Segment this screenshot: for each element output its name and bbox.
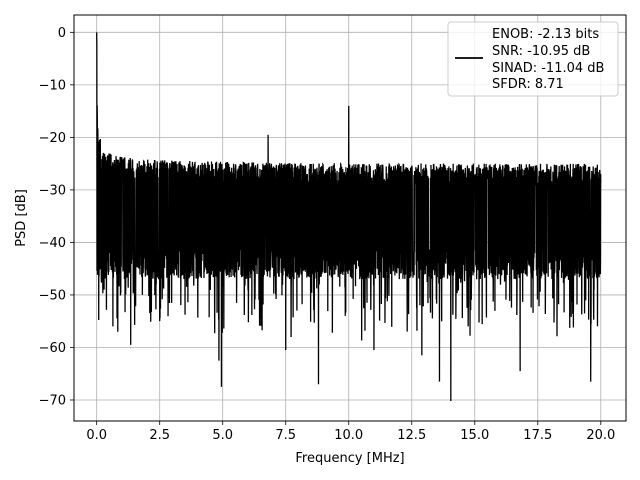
legend-sfdr: SFDR: 8.71 — [492, 77, 564, 92]
x-tick-label: 5.0 — [212, 428, 233, 443]
y-tick-label: −40 — [39, 236, 66, 251]
x-tick-label: 10.0 — [334, 428, 363, 443]
plot-frame — [73, 14, 627, 422]
x-axis-ticks: 0.0 2.5 5.0 7.5 10.0 12.5 15.0 17.5 20.0 — [86, 421, 615, 443]
y-axis-ticks: 0 −10 −20 −30 −40 −50 −60 −70 — [39, 26, 74, 408]
x-tick-label: 12.5 — [397, 428, 426, 443]
x-axis-label: Frequency [MHz] — [295, 451, 404, 466]
x-tick-label: 17.5 — [523, 428, 552, 443]
legend: ENOB: -2.13 bits SNR: -10.95 dB SINAD: -… — [447, 21, 619, 97]
x-tick-label: 7.5 — [275, 428, 296, 443]
x-tick-label: 15.0 — [460, 428, 489, 443]
y-tick-label: −60 — [39, 341, 66, 356]
y-tick-label: −50 — [39, 288, 66, 303]
legend-snr: SNR: -10.95 dB — [492, 44, 590, 59]
y-tick-label: 0 — [58, 26, 66, 41]
psd-series-line — [96, 32, 602, 402]
x-tick-label: 2.5 — [149, 428, 170, 443]
x-tick-label: 0.0 — [86, 428, 107, 443]
y-tick-label: −20 — [39, 131, 66, 146]
y-axis-label: PSD [dB] — [14, 189, 29, 247]
plot-area — [96, 32, 602, 402]
x-tick-label: 20.0 — [586, 428, 615, 443]
legend-box — [447, 21, 619, 97]
y-tick-label: −70 — [39, 393, 66, 408]
legend-enob: ENOB: -2.13 bits — [492, 27, 599, 42]
legend-sinad: SINAD: -11.04 dB — [492, 61, 604, 76]
y-tick-label: −10 — [39, 78, 66, 93]
y-tick-label: −30 — [39, 183, 66, 198]
